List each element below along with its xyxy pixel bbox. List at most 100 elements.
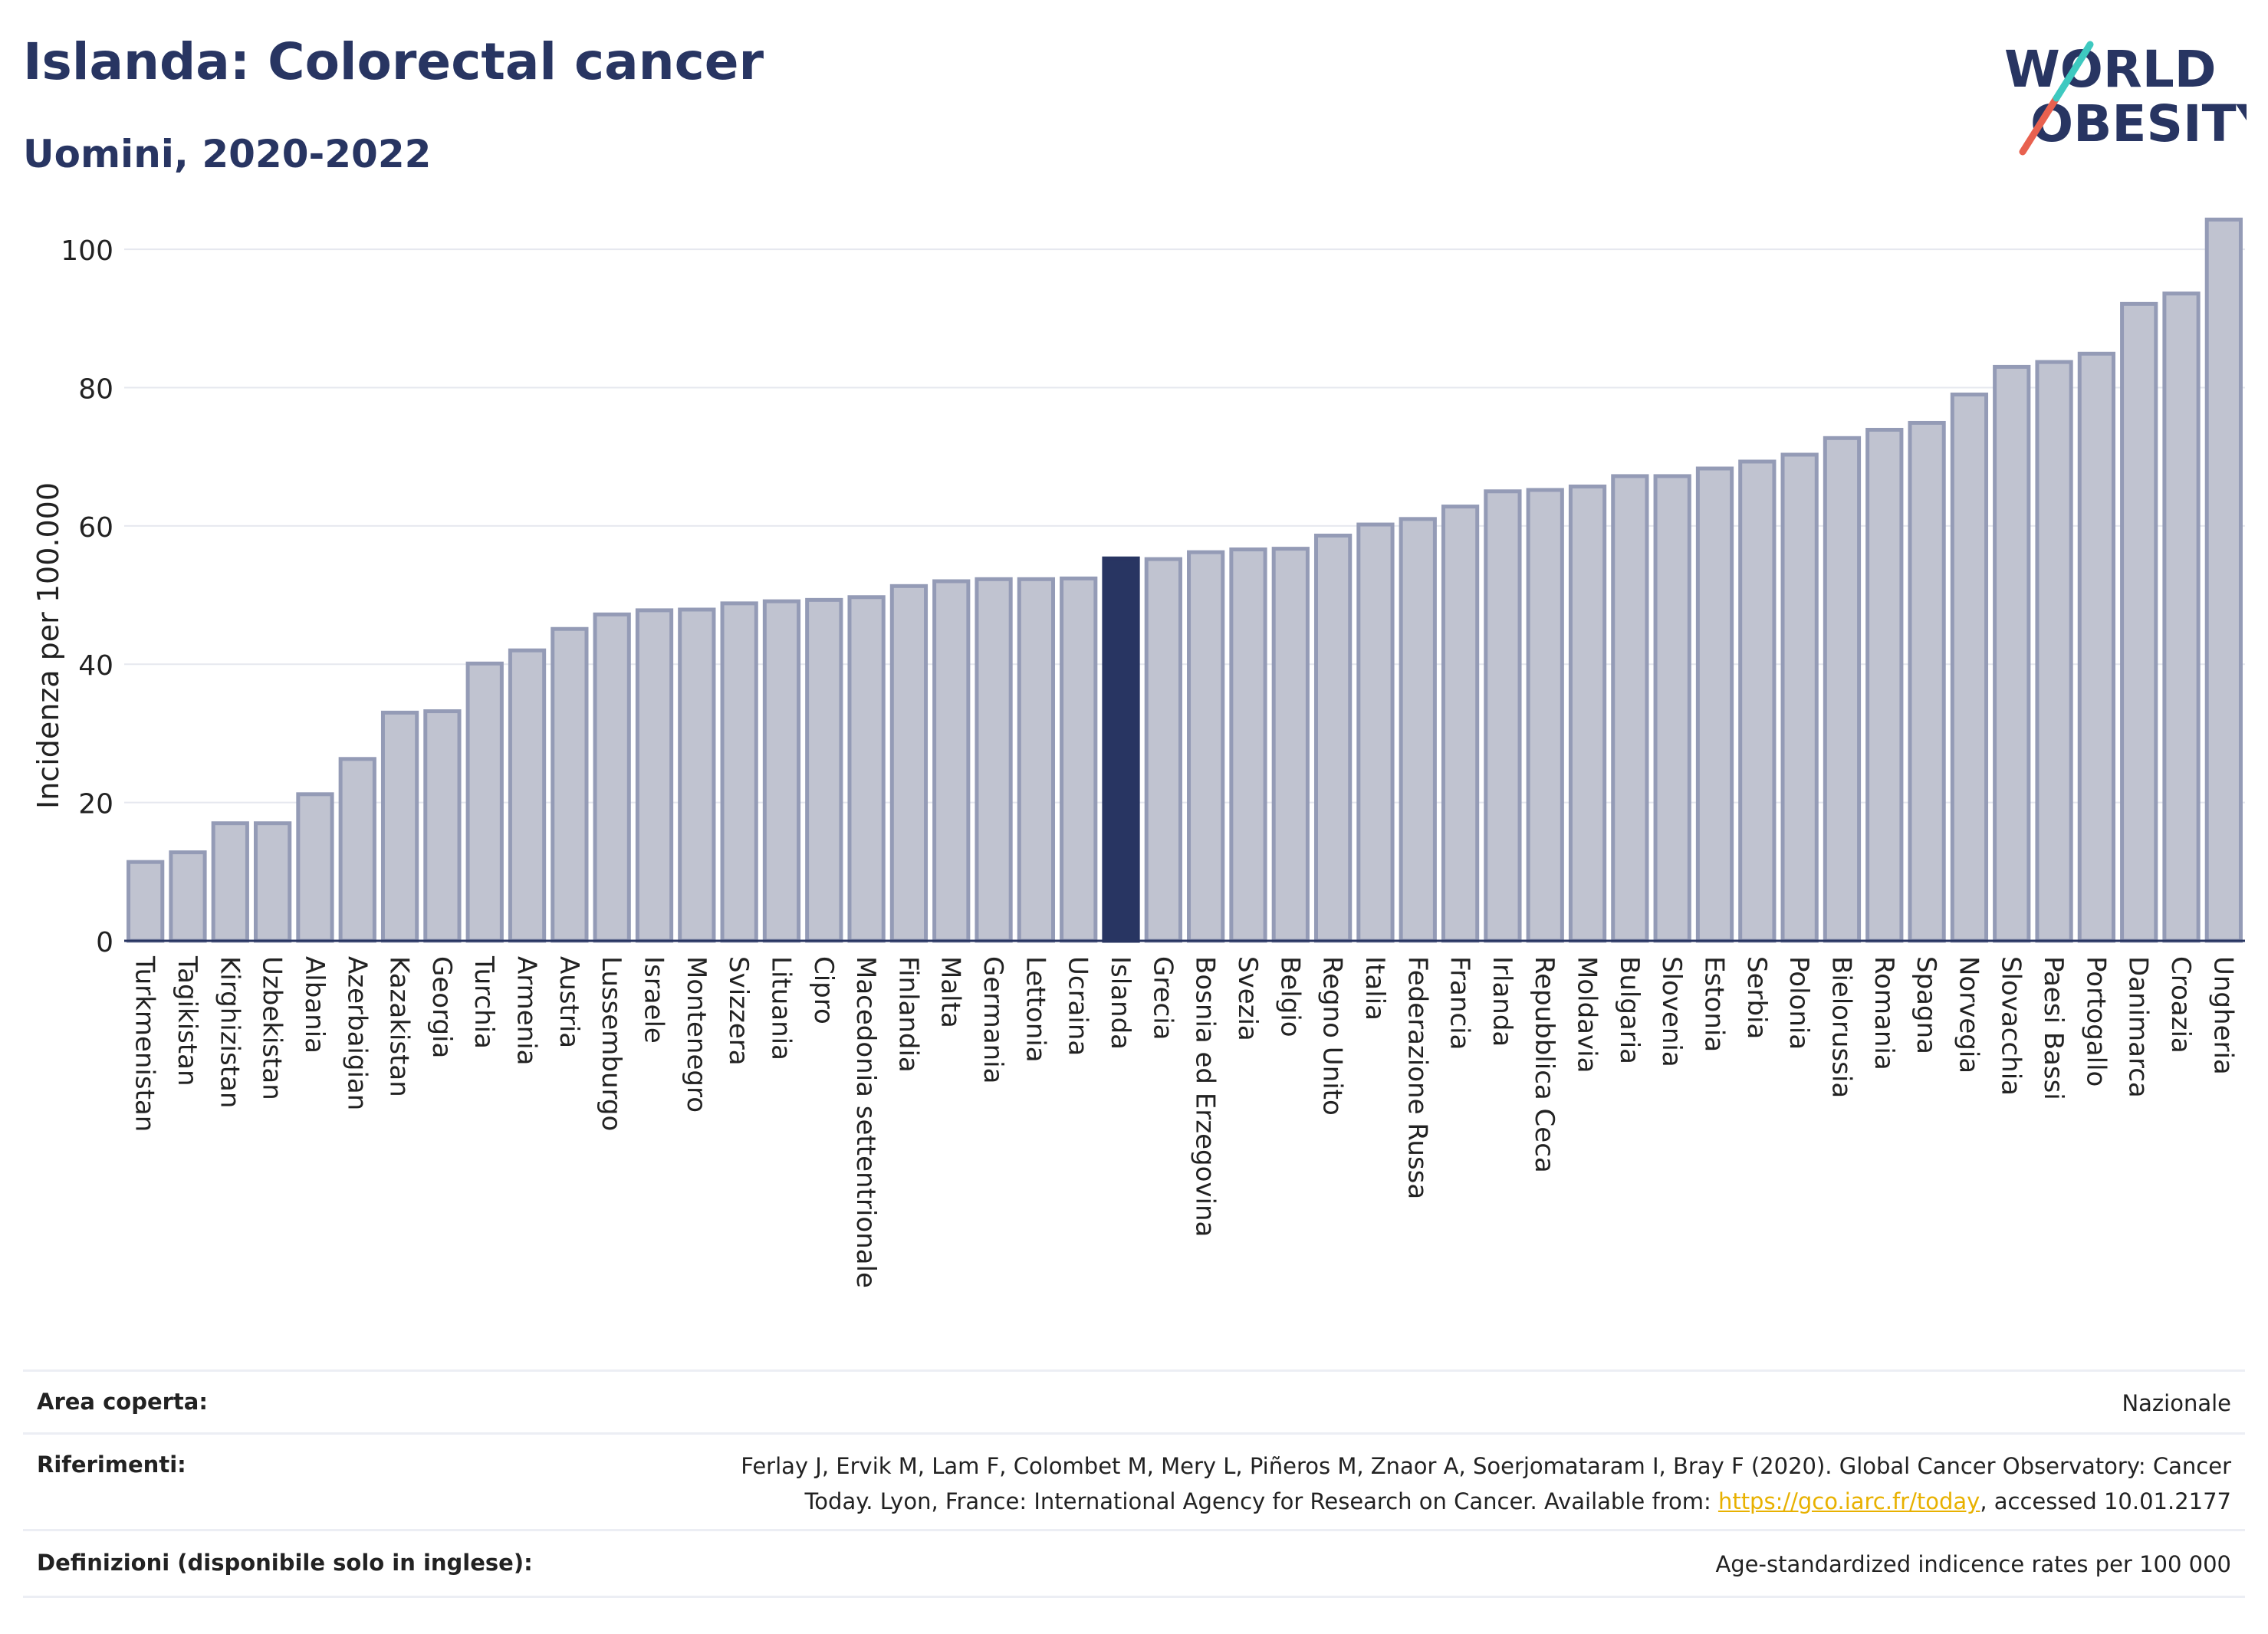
x-tick-label: Portogallo: [2080, 956, 2111, 1087]
x-tick-label: Lettonia: [1020, 956, 1050, 1063]
x-tick-label: Grecia: [1147, 956, 1178, 1040]
bar-francia: [1441, 505, 1480, 943]
bar-cipro: [805, 597, 843, 943]
x-tick-label: Lituania: [765, 956, 796, 1060]
x-tick-label: Romania: [1869, 956, 1899, 1070]
info-row-references: Riferimenti: Ferlay J, Ervik M, Lam F, C…: [23, 1432, 2245, 1531]
bar-ucraina: [1060, 576, 1098, 943]
definitions-label: Definizioni (disponibile solo in inglese…: [37, 1550, 533, 1576]
bar-ungheria: [2204, 217, 2243, 943]
x-tick-label: Danimarca: [2123, 956, 2154, 1098]
references-text: Today. Lyon, France: International Agenc…: [804, 1488, 1718, 1514]
x-tick-label: Georgia: [426, 956, 457, 1058]
bar-lettonia: [1017, 577, 1056, 943]
bar-slovenia: [1653, 474, 1691, 943]
bar-turchia: [465, 661, 504, 943]
x-tick-label: Finlandia: [892, 956, 923, 1073]
references-line-1: Ferlay J, Ervik M, Lam F, Colombet M, Me…: [741, 1453, 2231, 1479]
x-tick-label: Bosnia ed Erzegovina: [1190, 956, 1221, 1237]
y-tick-label: 20: [78, 789, 113, 820]
x-tick-label: Germania: [978, 956, 1008, 1083]
x-tick-label: Tagikistan: [172, 955, 202, 1087]
x-tick-label: Federazione Russa: [1402, 956, 1432, 1199]
x-tick-label: Estonia: [1699, 956, 1730, 1052]
x-tick-label: Ucraina: [1063, 956, 1093, 1056]
bar-bulgaria: [1611, 474, 1649, 943]
area-value: Nazionale: [2122, 1390, 2231, 1416]
x-tick-label: Israele: [639, 956, 669, 1044]
bar-armenia: [508, 648, 547, 943]
bar-finlandia: [889, 584, 929, 943]
bars: [127, 217, 2243, 943]
bar-romania: [1865, 427, 1904, 943]
bar-paesi-bassi: [2035, 360, 2073, 943]
bar-italia: [1356, 522, 1395, 943]
references-link[interactable]: https://gco.iarc.fr/today: [1717, 1488, 1980, 1514]
references-accessed: , accessed 10.01.2177: [1980, 1488, 2231, 1514]
world-obesity-logo: WORLD OBESITY: [2004, 40, 2247, 156]
bar-repubblica-ceca: [1526, 488, 1564, 943]
x-tick-label: Moldavia: [1572, 956, 1602, 1073]
bar-grecia: [1144, 557, 1182, 943]
y-tick-label: 100: [61, 235, 113, 267]
bar-regno-unito: [1313, 533, 1353, 943]
x-tick-label: Slovacchia: [1996, 956, 2026, 1096]
bar-bosnia-ed-erzegovina: [1187, 550, 1225, 943]
bar-macedonia-settentrionale: [847, 595, 886, 943]
x-tick-label: Lussemburgo: [596, 956, 626, 1131]
bar-tagikistan: [169, 850, 207, 943]
x-tick-label: Azerbaigian: [341, 956, 372, 1110]
chart-subtitle: Uomini, 2020-2022: [23, 132, 432, 176]
bar-montenegro: [678, 607, 716, 943]
bar-georgia: [423, 709, 462, 943]
bar-islanda: [1102, 556, 1140, 943]
definitions-value: Age-standardized indicence rates per 100…: [1715, 1551, 2231, 1577]
x-tick-label: Kirghizistan: [214, 956, 245, 1108]
x-tick-label: Svezia: [1232, 956, 1263, 1041]
references-value: Ferlay J, Ervik M, Lam F, Colombet M, Me…: [741, 1448, 2231, 1519]
x-tick-label: Italia: [1359, 956, 1390, 1021]
bar-lussemburgo: [593, 612, 631, 943]
x-tick-label: Macedonia settentrionale: [850, 956, 881, 1288]
x-tick-label: Belgio: [1274, 956, 1305, 1037]
bar-portogallo: [2077, 351, 2116, 943]
bar-norvegia: [1950, 392, 1989, 943]
x-tick-label: Regno Unito: [1317, 956, 1348, 1116]
x-tick-label: Cipro: [808, 956, 839, 1024]
y-tick-label: 80: [78, 373, 113, 405]
x-tick-label: Turkmenistan: [130, 955, 160, 1132]
bar-croazia: [2162, 291, 2201, 943]
bar-federazione-russa: [1399, 517, 1437, 943]
x-tick-label: Polonia: [1783, 956, 1814, 1050]
area-label: Area coperta:: [37, 1389, 208, 1415]
x-tick-label: Croazia: [2165, 956, 2196, 1054]
tick-labels: 0 20 40 60 80 100 Turkmenistan Tagikistan Kirghi…: [61, 235, 2238, 1288]
bar-bielorussia: [1823, 436, 1862, 943]
bar-kirghizistan: [211, 821, 249, 943]
bar-albania: [296, 792, 334, 943]
x-tick-label: Serbia: [1741, 956, 1772, 1039]
info-table: Area coperta: Nazionale Riferimenti: Fer…: [23, 1369, 2245, 1599]
x-tick-label: Spagna: [1911, 956, 1941, 1054]
x-tick-label: Svizzera: [723, 956, 754, 1066]
bar-israele: [635, 608, 674, 943]
references-line-2: Today. Lyon, France: International Agenc…: [741, 1484, 2231, 1519]
bar-azerbaigian: [338, 757, 376, 943]
y-tick-label: 0: [96, 927, 113, 958]
x-tick-label: Norvegia: [1953, 956, 1984, 1073]
logo-text-obesity: OBESITY: [2030, 94, 2247, 153]
x-tick-label: Bielorussia: [1826, 956, 1856, 1098]
bar-danimarca: [2120, 301, 2158, 943]
info-row-definitions: Definizioni (disponibile solo in inglese…: [23, 1529, 2245, 1598]
logo-slash-red: [2019, 94, 2060, 156]
y-tick-label: 60: [78, 512, 113, 544]
bar-austria: [551, 626, 589, 943]
bar-malta: [932, 579, 971, 943]
bar-irlanda: [1484, 489, 1522, 943]
x-tick-label: Islanda: [1105, 956, 1136, 1050]
bar-turkmenistan: [127, 860, 165, 943]
x-tick-label: Montenegro: [681, 956, 712, 1113]
x-tick-label: Albania: [299, 956, 330, 1054]
bar-lituania: [762, 599, 801, 943]
info-row-area: Area coperta: Nazionale: [23, 1369, 2245, 1435]
